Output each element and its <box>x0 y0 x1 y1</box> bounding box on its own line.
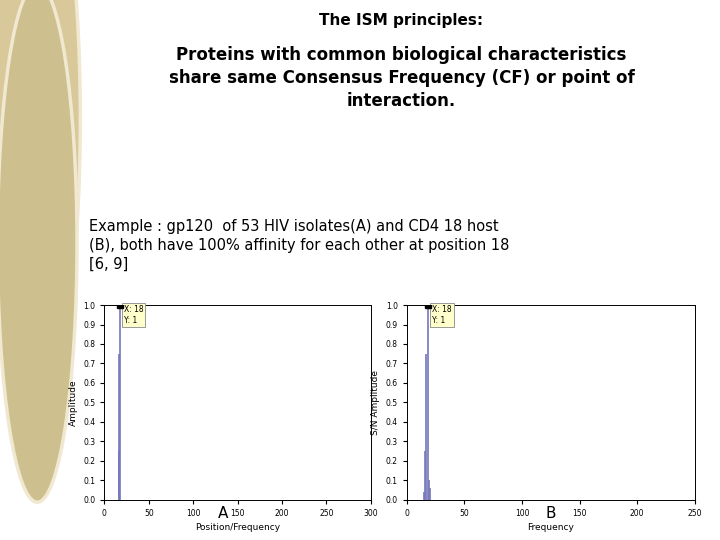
Y-axis label: Amplitude: Amplitude <box>68 379 78 426</box>
Circle shape <box>0 0 81 400</box>
Text: The ISM principles:: The ISM principles: <box>320 14 483 29</box>
Text: A: A <box>218 506 228 521</box>
Circle shape <box>0 0 77 502</box>
Text: Example : gp120  of 53 HIV isolates(A) and CD4 18 host
(B), both have 100% affin: Example : gp120 of 53 HIV isolates(A) an… <box>89 219 510 272</box>
Text: Proteins with common biological characteristics
share same Consensus Frequency (: Proteins with common biological characte… <box>168 46 634 110</box>
Text: X: 18
Y: 1: X: 18 Y: 1 <box>432 305 451 325</box>
Text: B: B <box>546 506 556 521</box>
X-axis label: Position/Frequency: Position/Frequency <box>195 523 280 532</box>
Y-axis label: S/N Amplitude: S/N Amplitude <box>371 370 380 435</box>
X-axis label: Frequency: Frequency <box>527 523 575 532</box>
Text: X: 18
Y: 1: X: 18 Y: 1 <box>124 305 143 325</box>
